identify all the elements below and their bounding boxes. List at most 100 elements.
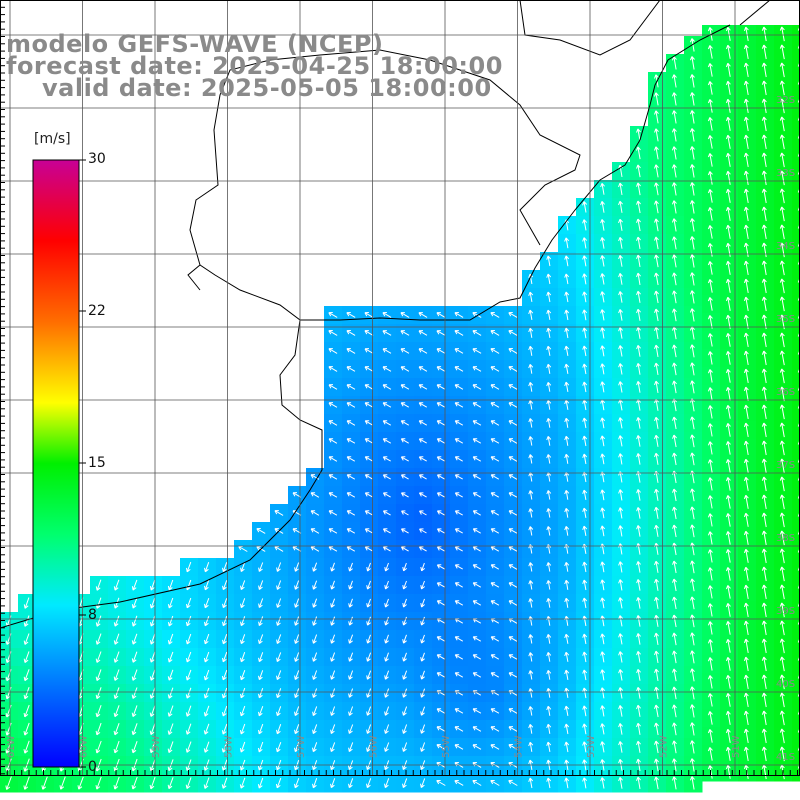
wind-arrow bbox=[328, 312, 338, 318]
wind-arrow bbox=[472, 654, 482, 660]
wind-arrow bbox=[707, 45, 713, 59]
wind-arrow bbox=[149, 705, 156, 717]
wind-arrow bbox=[743, 494, 749, 509]
wind-arrow bbox=[204, 580, 210, 591]
wind-arrow bbox=[257, 741, 264, 753]
wind-arrow bbox=[95, 615, 102, 627]
wind-arrow bbox=[654, 506, 659, 519]
wind-arrows bbox=[5, 26, 800, 790]
wind-arrow bbox=[690, 416, 695, 430]
wind-arrow bbox=[276, 706, 282, 717]
wind-arrow bbox=[761, 440, 767, 456]
wind-arrow bbox=[707, 333, 713, 347]
wind-arrow bbox=[582, 633, 588, 645]
wind-arrow bbox=[258, 634, 264, 644]
wind-arrow bbox=[672, 416, 677, 430]
speed-cell bbox=[792, 493, 800, 512]
wind-arrow bbox=[420, 616, 425, 626]
wind-arrow bbox=[564, 453, 570, 464]
lat-label: 39S bbox=[776, 606, 795, 617]
wind-arrow bbox=[582, 669, 588, 681]
wind-arrow bbox=[725, 513, 731, 527]
wind-arrow bbox=[312, 724, 318, 734]
wind-arrow bbox=[690, 524, 695, 538]
wind-arrow bbox=[508, 330, 518, 336]
wind-arrow bbox=[364, 312, 374, 318]
wind-arrow bbox=[672, 488, 677, 502]
wind-arrow bbox=[743, 188, 749, 203]
wind-arrow bbox=[454, 528, 463, 534]
wind-arrow bbox=[472, 564, 482, 570]
wind-arrow bbox=[366, 598, 371, 608]
wind-arrow bbox=[508, 600, 518, 606]
wind-arrow bbox=[275, 777, 282, 789]
wind-arrow bbox=[672, 524, 677, 538]
wind-arrow bbox=[402, 598, 407, 608]
wind-arrow bbox=[636, 344, 641, 357]
wind-arrow bbox=[400, 546, 409, 552]
wind-arrow bbox=[546, 580, 552, 590]
wind-arrow bbox=[472, 492, 481, 498]
wind-arrow bbox=[761, 44, 767, 60]
wind-arrow bbox=[743, 674, 749, 689]
wind-arrow bbox=[761, 512, 767, 528]
wind-arrow bbox=[779, 260, 785, 276]
wind-arrow bbox=[582, 705, 588, 717]
wind-arrow bbox=[348, 562, 353, 572]
wind-arrow bbox=[779, 152, 785, 168]
wind-arrow bbox=[690, 434, 695, 448]
wind-arrow bbox=[490, 600, 500, 606]
wind-arrow bbox=[725, 549, 731, 563]
wind-arrow bbox=[707, 711, 713, 725]
wind-arrow bbox=[779, 440, 785, 456]
wind-arrow bbox=[672, 272, 677, 286]
wind-arrow bbox=[436, 312, 446, 318]
wind-arrow bbox=[761, 332, 767, 348]
wind-arrow bbox=[330, 616, 336, 626]
wind-arrow bbox=[707, 549, 713, 563]
wind-arrow bbox=[185, 723, 192, 735]
speed-cell bbox=[792, 43, 800, 62]
wind-arrow bbox=[707, 153, 713, 167]
wind-arrow bbox=[312, 634, 318, 644]
wind-arrow bbox=[384, 670, 390, 680]
wind-arrow bbox=[420, 724, 426, 734]
wind-arrow bbox=[654, 578, 659, 591]
wind-arrow bbox=[600, 525, 606, 537]
lat-label: 34S bbox=[776, 241, 795, 252]
wind-arrow bbox=[707, 369, 713, 383]
wind-arrow bbox=[707, 351, 713, 365]
wind-arrow bbox=[419, 510, 427, 516]
wind-arrow bbox=[707, 315, 713, 329]
wind-arrow bbox=[761, 26, 767, 42]
wind-arrow bbox=[328, 348, 338, 354]
wind-arrow bbox=[240, 652, 246, 663]
wind-arrow bbox=[384, 580, 389, 590]
wind-arrow bbox=[582, 723, 588, 735]
wind-arrow bbox=[312, 670, 318, 680]
wind-arrow bbox=[508, 312, 518, 318]
wind-arrow bbox=[618, 236, 623, 249]
wind-arrow bbox=[654, 434, 659, 447]
wind-arrow bbox=[239, 741, 246, 753]
wind-arrow bbox=[454, 438, 464, 444]
wind-arrow bbox=[600, 705, 606, 717]
speed-cell bbox=[792, 385, 800, 404]
wind-arrow bbox=[779, 80, 785, 96]
wind-arrow bbox=[402, 742, 408, 752]
wind-arrow bbox=[725, 206, 731, 221]
wind-arrow bbox=[490, 348, 500, 354]
wind-arrow bbox=[582, 291, 588, 303]
wind-arrow bbox=[600, 633, 606, 645]
wind-arrow bbox=[23, 740, 30, 754]
speed-cell bbox=[792, 97, 800, 116]
wind-arrow bbox=[743, 296, 749, 311]
wind-arrow bbox=[113, 615, 120, 627]
wind-arrow bbox=[707, 261, 713, 275]
wind-arrow bbox=[672, 614, 677, 628]
wind-arrow bbox=[203, 651, 210, 663]
wind-arrow bbox=[167, 597, 174, 609]
wind-arrow bbox=[402, 616, 407, 626]
wind-arrow bbox=[346, 312, 356, 318]
wind-arrow bbox=[672, 380, 677, 394]
